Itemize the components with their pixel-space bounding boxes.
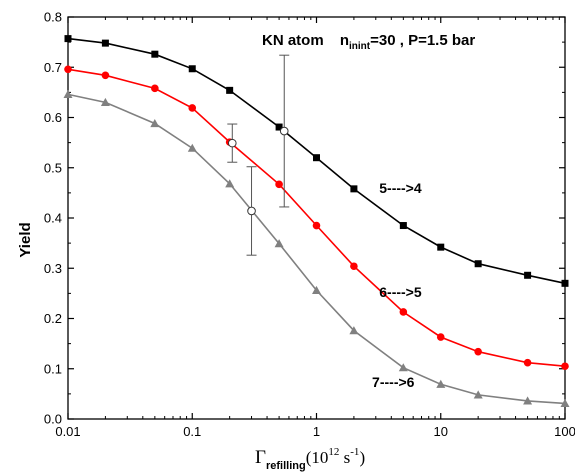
series-1-point-5 [275, 180, 283, 189]
series-0-point-7 [350, 185, 358, 193]
series-0-point-11 [524, 271, 532, 279]
x-axis-ticks: 0.01 0.1 1 10 100 [55, 17, 575, 439]
series-0-point-5 [275, 123, 283, 131]
series-0-point-10 [474, 260, 482, 268]
title-n: n [340, 32, 349, 49]
series-1-point-1 [101, 71, 110, 80]
title-rest: =30 , P=1.5 bar [370, 32, 475, 49]
series-group [63, 35, 570, 407]
y-tick-label-6: 0.6 [44, 110, 62, 125]
series-2-point-3 [187, 143, 197, 152]
series-0-point-12 [561, 279, 569, 287]
series-1-point-0 [64, 65, 72, 74]
series-2-point-4 [225, 179, 235, 188]
title-n-sub: inint [349, 41, 371, 52]
xlabel-unit-close: ) [359, 448, 365, 467]
annotation-0: 5---->4 [379, 180, 422, 196]
series-1-point-11 [523, 358, 532, 367]
y-tick-label-8: 0.8 [44, 10, 62, 25]
experimental-points [227, 54, 290, 256]
annotations: 5---->4 6---->5 7---->6 [372, 180, 422, 390]
chart-title: KN atom ninint=30 , P=1.5 bar [262, 32, 475, 52]
xlabel-unit-open: (10 [306, 448, 329, 467]
x-tick-label-2: 1 [313, 424, 320, 439]
series-2-point-7 [349, 326, 359, 335]
series-2-point-2 [150, 119, 160, 128]
y-tick-label-7: 0.7 [44, 60, 62, 75]
y-tick-label-1: 0.1 [44, 361, 62, 376]
y-tick-label-2: 0.2 [44, 311, 62, 326]
series-0-point-2 [151, 50, 159, 58]
y-tick-label-0: 0.0 [44, 412, 62, 427]
y-tick-label-5: 0.5 [44, 160, 62, 175]
title-main: KN atom [262, 32, 324, 49]
xlabel-unit-neg: -1 [350, 446, 359, 458]
series-1-point-8 [399, 308, 408, 316]
series-1-point-9 [436, 333, 445, 341]
series-0-point-3 [188, 65, 196, 73]
xlabel-symbol: Γ [255, 447, 266, 468]
xlabel-sub: refilling [266, 460, 306, 472]
x-tick-label-4: 100 [554, 424, 575, 439]
series-1-point-3 [188, 104, 197, 112]
series-2-point-11 [523, 396, 533, 405]
series-2-point-5 [274, 239, 284, 248]
y-axis-ticks: 0.0 0.1 0.2 0.3 0.4 0.5 0.6 0.7 0.8 [44, 10, 565, 427]
series-2-point-0 [63, 89, 73, 98]
experimental-point-0 [247, 206, 256, 216]
series-2-point-6 [312, 285, 321, 294]
series-2-point-9 [436, 379, 446, 388]
series-2-line [67, 93, 566, 405]
series-2-point-1 [100, 97, 110, 106]
series-0-point-8 [399, 222, 407, 230]
x-tick-label-1: 0.1 [183, 424, 201, 439]
experimental-point-2 [227, 138, 237, 148]
experimental-point-1 [279, 126, 289, 136]
x-axis-label: Γrefilling(1012 s-1) [255, 446, 365, 472]
series-0-point-6 [313, 154, 320, 162]
series-1-point-2 [151, 84, 159, 93]
x-tick-label-3: 10 [434, 424, 448, 439]
series-1-point-12 [561, 362, 569, 371]
annotation-1: 6---->5 [379, 284, 422, 300]
y-tick-label-3: 0.3 [44, 261, 62, 276]
series-0-point-9 [437, 243, 445, 251]
series-2-point-12 [560, 398, 570, 407]
series-2-point-8 [398, 363, 408, 372]
y-tick-label-4: 0.4 [44, 211, 62, 226]
series-0-point-4 [226, 86, 234, 94]
xlabel-unit-exp: 12 [328, 446, 339, 458]
series-1-point-7 [350, 262, 358, 271]
plot-frame [67, 16, 566, 420]
series-2-point-10 [473, 390, 483, 399]
series-0-point-1 [101, 39, 109, 47]
series-0-point-0 [64, 35, 72, 43]
annotation-2: 7---->6 [372, 374, 415, 390]
y-axis-label: Yield [17, 222, 34, 257]
x-tick-label-0: 0.01 [55, 424, 80, 439]
series-1-point-10 [474, 347, 482, 356]
series-1-line [67, 68, 566, 367]
xlabel-unit-s: s [339, 448, 350, 467]
series-1-point-6 [312, 221, 321, 230]
